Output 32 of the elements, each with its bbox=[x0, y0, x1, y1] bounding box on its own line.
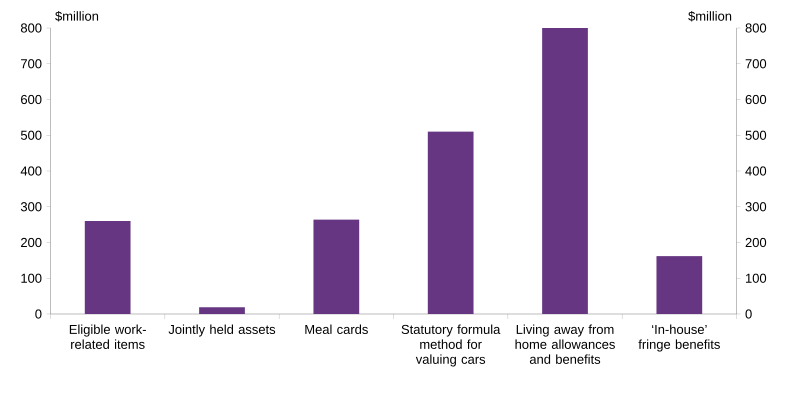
y2-tick-label: 100 bbox=[746, 274, 766, 283]
y-tick-label: 600 bbox=[21, 94, 42, 104]
x-tick-label: Statutory formula method for valuing cars bbox=[402, 324, 500, 366]
y-tick-label: 700 bbox=[21, 59, 42, 68]
y-tick-label: 800 bbox=[20, 23, 42, 33]
x-tick-label: Living away from home allowances and benefits bbox=[516, 324, 615, 364]
y-axis-title: $million bbox=[55, 11, 98, 22]
x-tick-label: Meal cards bbox=[305, 324, 368, 334]
x-tick-label: Eligible work-related items bbox=[70, 324, 146, 349]
y2-axis-title: $million bbox=[688, 11, 732, 22]
y-tick-label: 500 bbox=[20, 130, 42, 140]
bar bbox=[542, 28, 588, 314]
y2-tick-label: 400 bbox=[745, 166, 766, 176]
x-tick-label: ‘In-house’ fringe benefits bbox=[638, 324, 720, 352]
y2-tick-label: 200 bbox=[746, 238, 766, 248]
y2-tick-label: 800 bbox=[746, 23, 766, 33]
y2-tick-label: 0 bbox=[746, 309, 752, 319]
y2-tick-label: 500 bbox=[746, 130, 766, 140]
bar bbox=[313, 220, 360, 314]
y2-tick-label: 600 bbox=[746, 94, 766, 104]
y2-tick-label: 700 bbox=[746, 59, 766, 68]
x-tick-label: Jointly held assets bbox=[168, 324, 276, 337]
y-tick-label: 300 bbox=[20, 202, 42, 212]
bar bbox=[84, 221, 131, 314]
bar bbox=[656, 256, 702, 314]
y2-tick-label: 300 bbox=[746, 202, 766, 212]
y-tick-label: 200 bbox=[21, 238, 42, 248]
bar bbox=[428, 132, 474, 314]
y-tick-label: 400 bbox=[20, 166, 42, 176]
y-tick-label: 100 bbox=[21, 274, 42, 283]
bar bbox=[199, 307, 245, 314]
y-tick-label: 0 bbox=[35, 309, 42, 319]
